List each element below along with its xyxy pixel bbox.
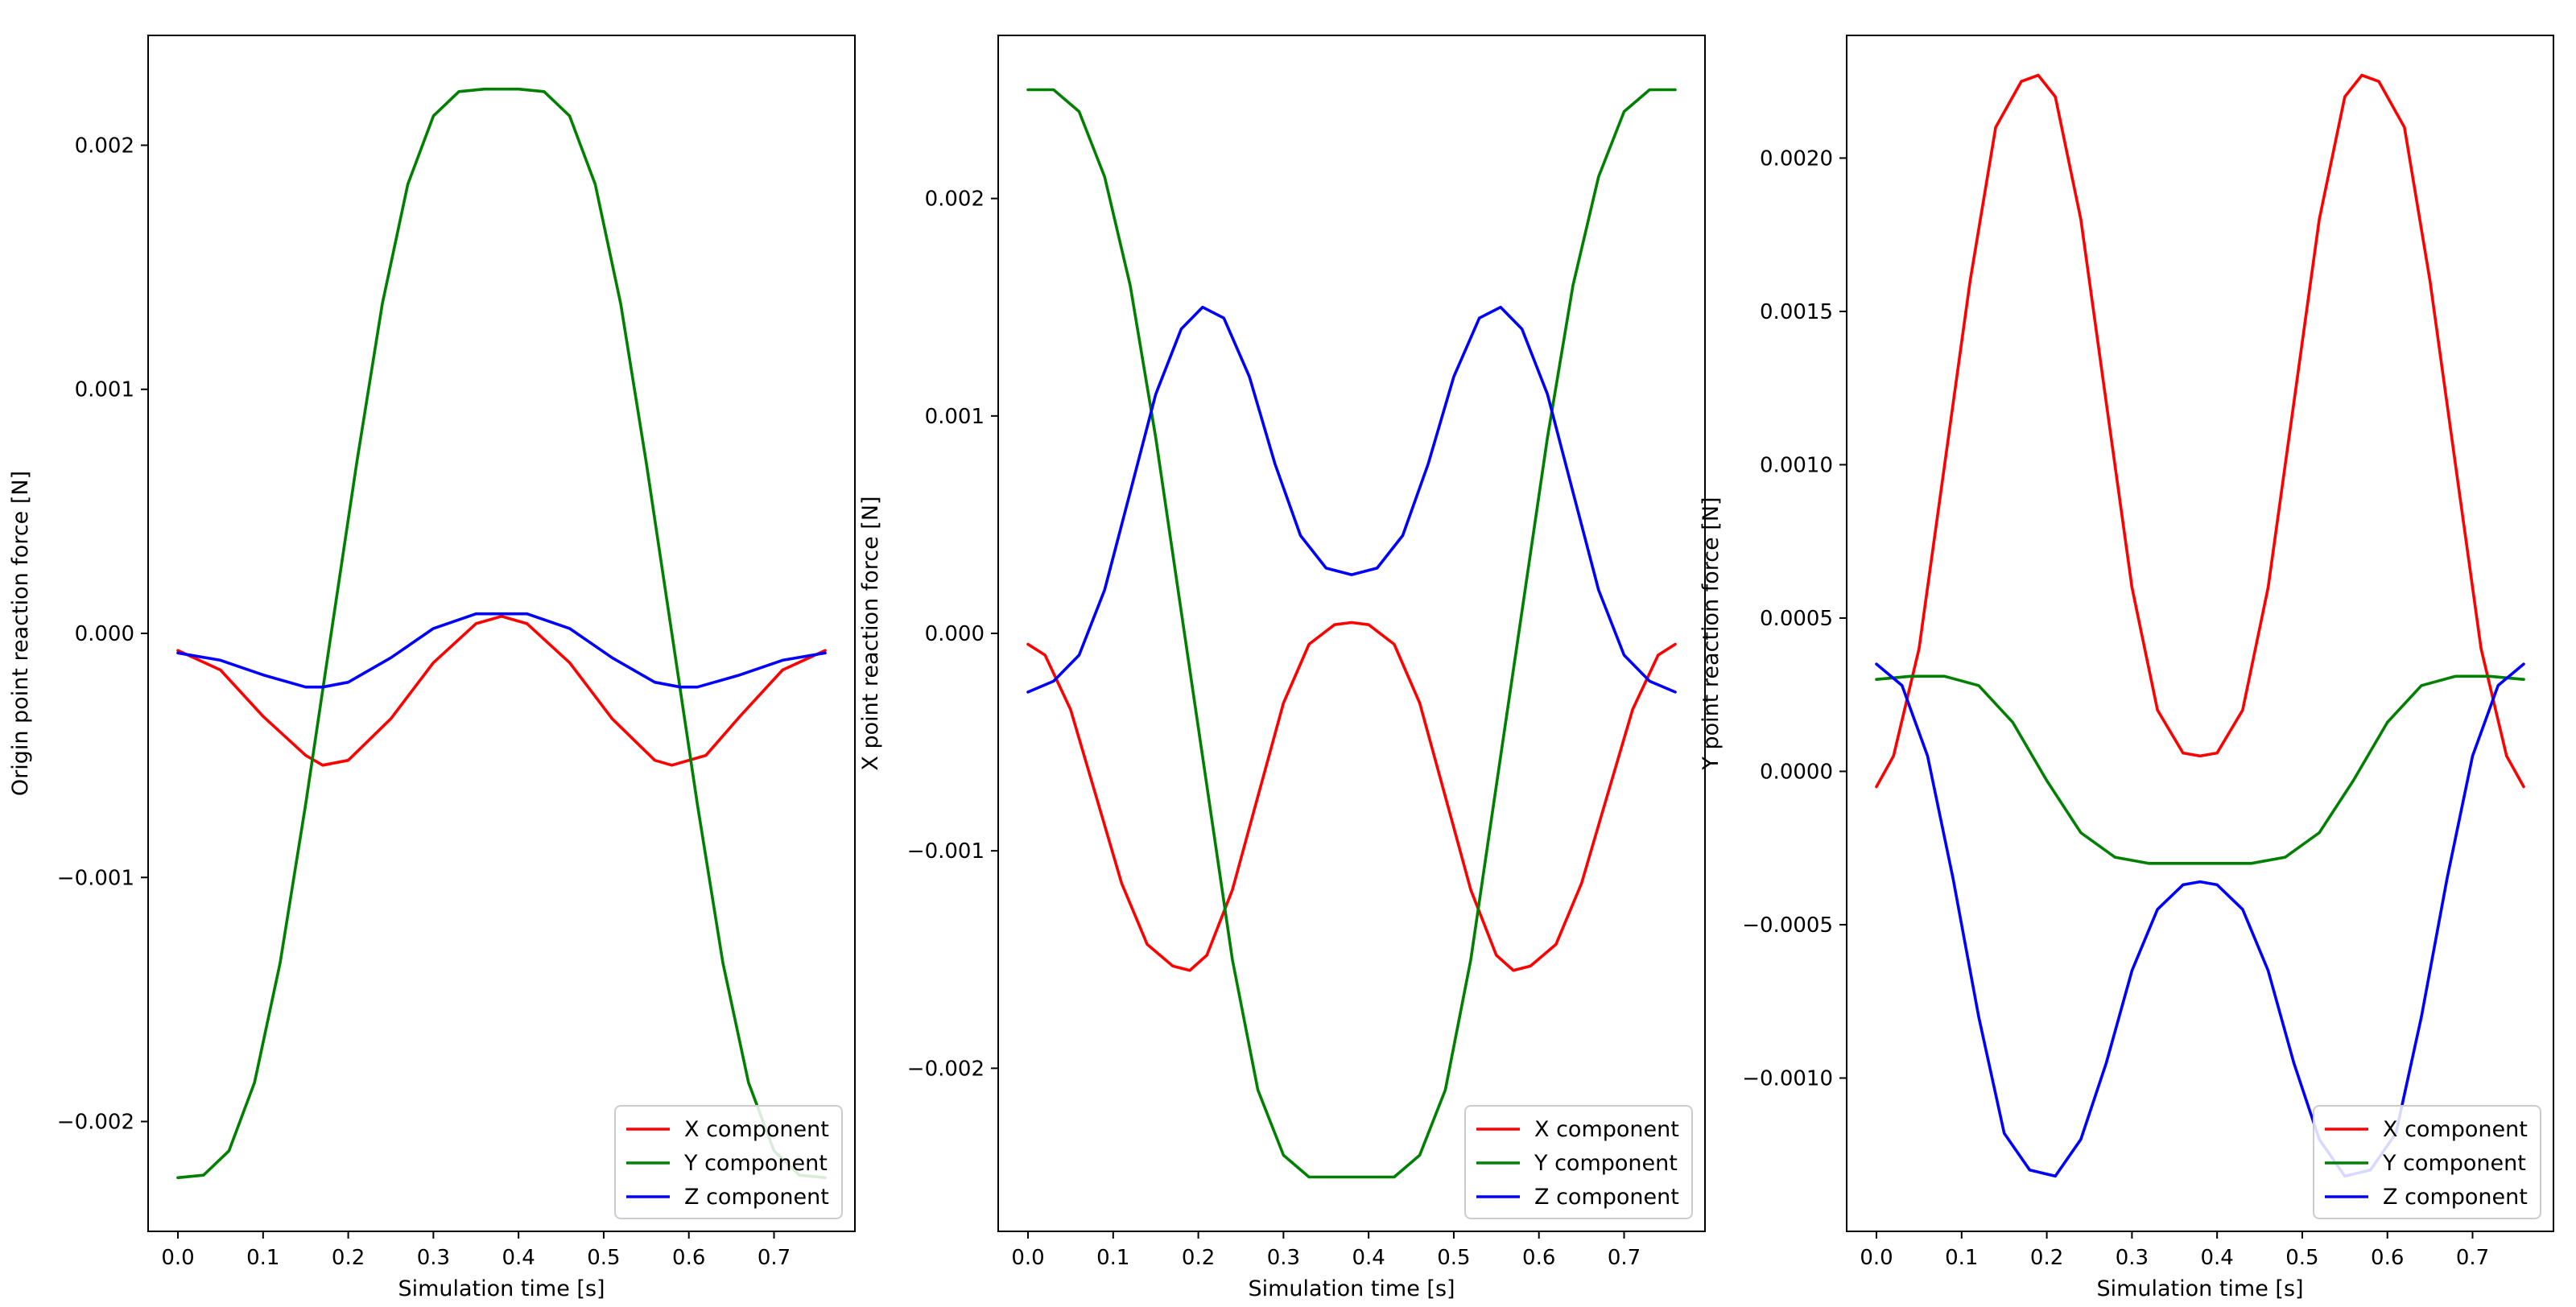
chart-panel-1: 0.0 0.1 0.2 0.3 0.4 0.5 0.6 0.7 −0.002 −0.001 0.00… [8,35,856,1301]
legend-label: Y component [683,1151,828,1176]
series-line-2 [1026,88,1677,1179]
series-line-1 [1026,621,1677,972]
x-tick-label: 0.7 [758,1246,791,1270]
series-line-3 [1875,662,2525,1178]
chart-panel-2: 0.0 0.1 0.2 0.3 0.4 0.5 0.6 0.7 −0.002 −0.001 0.00… [858,35,1706,1301]
x-tick-label: 0.1 [1945,1246,1978,1270]
legend-label: X component [684,1117,829,1142]
y-tick-label: 0.001 [75,378,134,402]
x-tick-label: 0.3 [2116,1246,2149,1270]
x-tick-label: 0.1 [1096,1246,1129,1270]
legend-label: Z component [684,1185,829,1210]
y-tick-label: 0.002 [925,188,985,212]
legend: X component Y component Z component [614,1105,843,1219]
chart-panel-3: 0.0 0.1 0.2 0.3 0.4 0.5 0.6 0.7 −0.0010 −0.0005 0.… [1699,35,2554,1301]
plot-frame [1846,35,2554,1232]
y-tick-label: 0.000 [925,622,985,646]
legend-label: Y component [2382,1151,2526,1176]
x-tick-label: 0.4 [502,1246,535,1270]
x-tick-label: 0.0 [1011,1246,1044,1270]
legend-label: Y component [1534,1151,1678,1176]
y-tick-label: 0.001 [925,405,985,429]
series-line-1 [1875,73,2525,789]
series-line-3 [1026,305,1677,694]
x-tick-label: 0.7 [2456,1246,2489,1270]
legend: X component Y component Z component [1464,1105,1693,1219]
legend-box [614,1105,843,1219]
y-tick-label: −0.0010 [1742,1066,1833,1091]
y-tick-label: 0.0000 [1760,760,1833,784]
legend-label: Z component [2383,1185,2528,1210]
x-tick-label: 0.4 [2200,1246,2233,1270]
x-axis-label: Simulation time [s] [398,1276,605,1301]
y-tick-label: 0.0005 [1760,607,1833,631]
x-tick-label: 0.2 [2030,1246,2063,1270]
x-tick-label: 0.5 [2285,1246,2318,1270]
y-tick-label: 0.0010 [1760,453,1833,477]
x-tick-label: 0.6 [2371,1246,2404,1270]
legend-label: Z component [1534,1185,1679,1210]
y-axis-label: Y point reaction force [N] [1699,497,1724,770]
x-tick-label: 0.4 [1352,1246,1385,1270]
x-tick-label: 0.7 [1608,1246,1641,1270]
x-tick-label: 0.6 [672,1246,705,1270]
x-tick-label: 0.5 [1437,1246,1470,1270]
legend: X component Y component Z component [2313,1105,2541,1219]
series-line-2 [1875,674,2525,865]
y-axis-label: Origin point reaction force [N] [8,471,33,796]
series-line-3 [176,612,827,689]
x-tick-label: 0.2 [1182,1246,1215,1270]
y-tick-label: 0.0020 [1760,146,1833,171]
y-tick-label: 0.000 [75,622,134,646]
x-tick-label: 0.3 [417,1246,450,1270]
legend-label: X component [1534,1117,1679,1142]
y-tick-label: −0.001 [57,866,134,890]
x-tick-label: 0.2 [332,1246,365,1270]
x-tick-label: 0.0 [161,1246,194,1270]
plot-frame [997,35,1706,1232]
x-axis-label: Simulation time [s] [1248,1276,1455,1301]
x-tick-label: 0.0 [1860,1246,1893,1270]
y-tick-label: 0.002 [75,134,134,158]
legend-box [1464,1105,1693,1219]
x-tick-label: 0.6 [1522,1246,1555,1270]
legend-label: X component [2383,1117,2528,1142]
x-tick-label: 0.3 [1267,1246,1300,1270]
y-axis-label: X point reaction force [N] [858,496,883,770]
legend-box [2313,1105,2541,1219]
series-line-1 [176,614,827,767]
y-tick-label: −0.001 [907,839,985,864]
x-tick-label: 0.1 [246,1246,279,1270]
y-tick-label: 0.0015 [1760,300,1833,324]
series-line-2 [176,87,827,1180]
y-tick-label: −0.002 [907,1057,985,1081]
x-tick-label: 0.5 [587,1246,620,1270]
x-axis-label: Simulation time [s] [2096,1276,2303,1301]
y-tick-label: −0.0005 [1742,913,1833,938]
y-tick-label: −0.002 [57,1111,134,1135]
plot-frame [147,35,856,1232]
